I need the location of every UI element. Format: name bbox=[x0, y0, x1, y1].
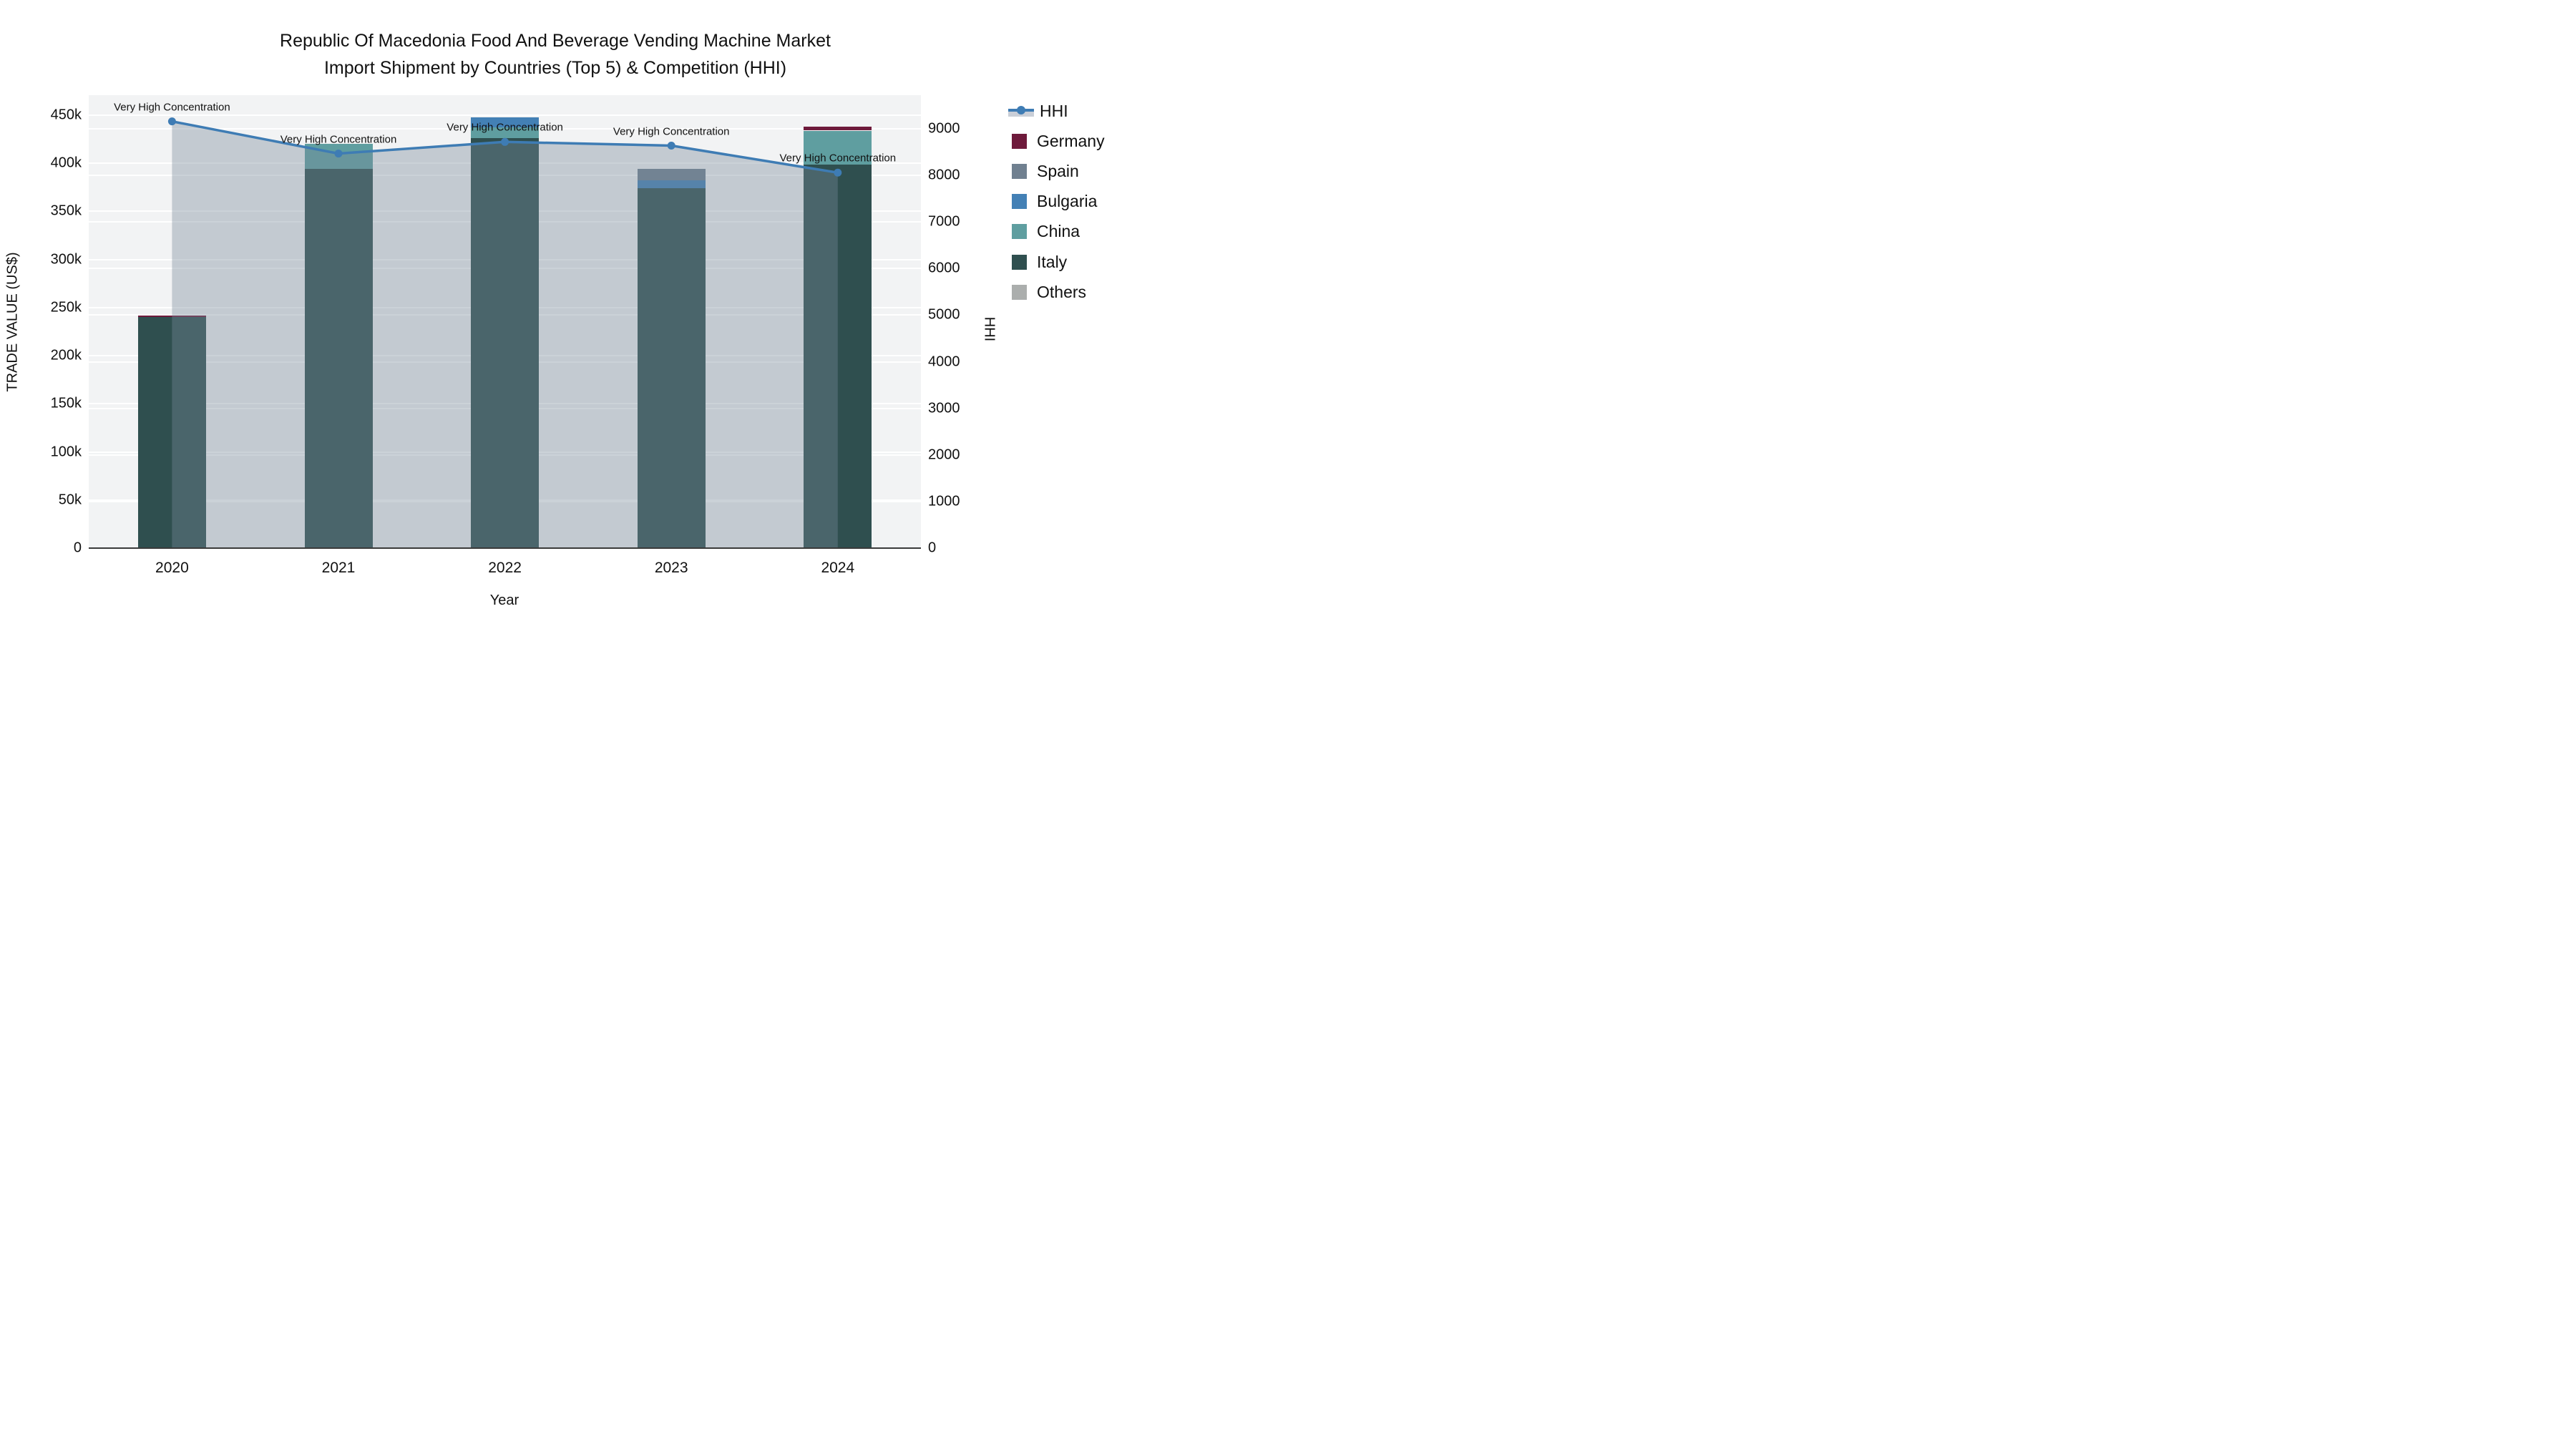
left-tick-350k: 350k bbox=[50, 203, 82, 219]
legend-label: Spain bbox=[1037, 161, 1079, 180]
left-tick-300k: 300k bbox=[50, 251, 82, 268]
x-tick-2022: 2022 bbox=[488, 560, 522, 576]
chart-title: Republic Of Macedonia Food And Beverage … bbox=[280, 27, 831, 82]
bar-segment-italy-2021 bbox=[304, 169, 373, 548]
x-tick-2020: 2020 bbox=[155, 560, 189, 576]
left-tick-450k: 450k bbox=[50, 107, 82, 123]
legend-item-bulgaria[interactable]: Bulgaria bbox=[1012, 191, 1097, 213]
legend-label: Bulgaria bbox=[1037, 192, 1098, 211]
bar-segment-italy-2023 bbox=[637, 188, 706, 548]
legend-swatch-spain bbox=[1012, 163, 1027, 179]
left-axis-title: TRADE VALUE (US$) bbox=[4, 252, 21, 392]
legend-label: Germany bbox=[1037, 131, 1105, 150]
x-axis-title: Year bbox=[489, 592, 519, 608]
chart-title-line2: Import Shipment by Countries (Top 5) & C… bbox=[323, 58, 787, 78]
bar-segment-germany-2020 bbox=[137, 315, 206, 318]
x-axis-line bbox=[89, 547, 921, 549]
legend-swatch-germany bbox=[1012, 133, 1027, 149]
plot-area: Very High Concentration Very High Concent… bbox=[89, 95, 921, 549]
right-tick-8000: 8000 bbox=[928, 167, 960, 183]
annotation-2023: Very High Concentration bbox=[613, 125, 730, 137]
bar-segment-germany-2024 bbox=[804, 127, 872, 131]
legend-item-hhi[interactable]: HHI bbox=[1008, 100, 1068, 122]
right-tick-4000: 4000 bbox=[928, 353, 960, 370]
legend-item-germany[interactable]: Germany bbox=[1012, 130, 1105, 152]
left-tick-0: 0 bbox=[73, 540, 82, 556]
left-tick-150k: 150k bbox=[50, 395, 82, 411]
legend-swatch-others bbox=[1012, 284, 1027, 300]
left-tick-200k: 200k bbox=[50, 347, 82, 364]
right-axis-title: HHI bbox=[981, 316, 997, 342]
left-tick-250k: 250k bbox=[50, 299, 82, 316]
right-tick-6000: 6000 bbox=[928, 260, 960, 276]
chart-title-line1: Republic Of Macedonia Food And Beverage … bbox=[280, 31, 831, 51]
bar-segment-italy-2024 bbox=[804, 164, 872, 548]
annotation-2021: Very High Concentration bbox=[280, 133, 397, 146]
right-tick-3000: 3000 bbox=[928, 400, 960, 416]
right-tick-0: 0 bbox=[928, 540, 937, 556]
legend-label: China bbox=[1037, 222, 1080, 241]
bar-segment-italy-2020 bbox=[137, 317, 206, 548]
left-tick-100k: 100k bbox=[50, 444, 82, 460]
right-tick-5000: 5000 bbox=[928, 306, 960, 323]
x-tick-2021: 2021 bbox=[321, 560, 356, 576]
legend-swatch-italy bbox=[1012, 254, 1027, 270]
legend-item-china[interactable]: China bbox=[1012, 221, 1080, 243]
annotation-2020: Very High Concentration bbox=[114, 101, 230, 114]
legend-item-others[interactable]: Others bbox=[1012, 281, 1086, 303]
right-tick-7000: 7000 bbox=[928, 213, 960, 230]
bar-segment-spain-2023 bbox=[637, 169, 706, 181]
x-tick-2024: 2024 bbox=[821, 560, 855, 576]
right-tick-2000: 2000 bbox=[928, 447, 960, 463]
left-tick-400k: 400k bbox=[50, 155, 82, 171]
legend-label: HHI bbox=[1040, 101, 1068, 120]
right-tick-1000: 1000 bbox=[928, 493, 960, 509]
legend-hhi-line-icon bbox=[1008, 104, 1034, 119]
bar-segment-china-2021 bbox=[304, 144, 373, 170]
legend-item-spain[interactable]: Spain bbox=[1012, 160, 1079, 182]
legend-label: Italy bbox=[1037, 252, 1068, 271]
legend-label: Others bbox=[1037, 282, 1087, 301]
bar-segment-italy-2022 bbox=[471, 138, 540, 548]
annotation-2022: Very High Concentration bbox=[447, 121, 563, 134]
x-tick-2023: 2023 bbox=[654, 560, 688, 576]
annotation-2024: Very High Concentration bbox=[779, 152, 897, 165]
gridline bbox=[89, 114, 921, 116]
right-tick-9000: 9000 bbox=[928, 120, 960, 137]
legend-swatch-china bbox=[1012, 224, 1027, 240]
left-tick-50k: 50k bbox=[58, 492, 82, 508]
legend-item-italy[interactable]: Italy bbox=[1012, 251, 1067, 273]
legend-swatch-bulgaria bbox=[1012, 194, 1027, 210]
bar-segment-bulgaria-2023 bbox=[637, 180, 706, 189]
chart-figure: Republic Of Macedonia Food And Beverage … bbox=[0, 0, 1145, 644]
